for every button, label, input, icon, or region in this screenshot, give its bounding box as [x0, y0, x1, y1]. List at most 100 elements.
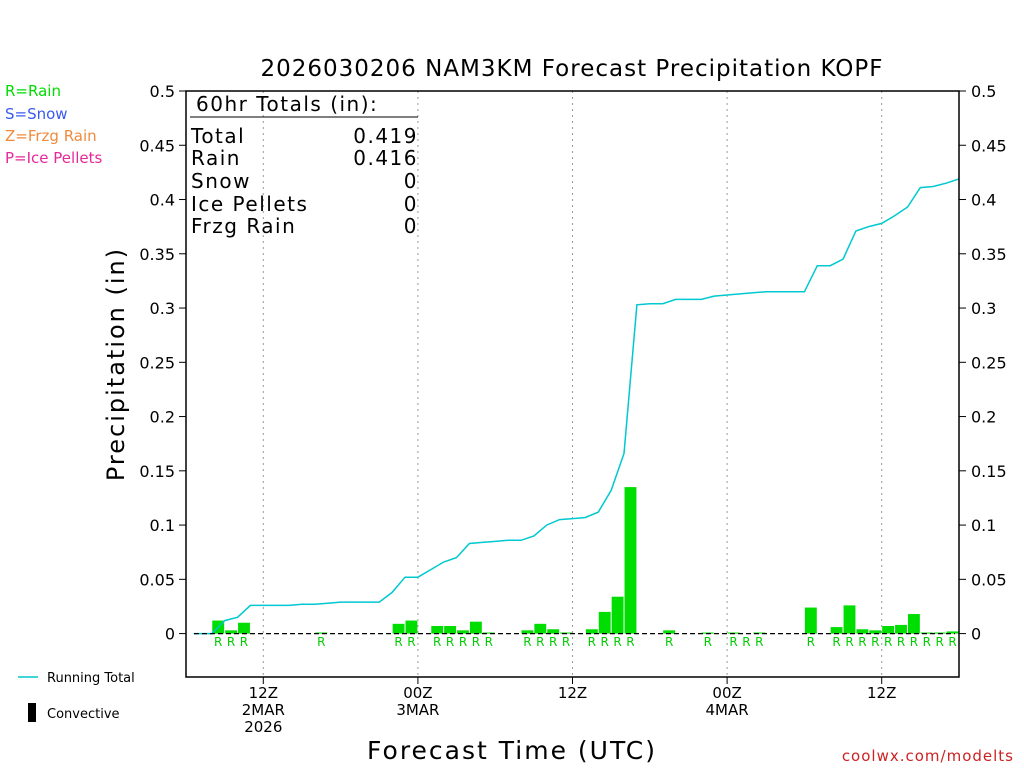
- ptype-marker: R: [910, 635, 918, 649]
- ptype-marker: R: [858, 635, 866, 649]
- precip-bar: [882, 625, 895, 634]
- ptype-marker: R: [832, 635, 840, 649]
- precip-bar: [534, 623, 547, 634]
- y-tick-label-left: 0.1: [150, 516, 175, 535]
- precip-bar: [315, 632, 328, 634]
- y-tick-label-right: 0.5: [971, 82, 996, 101]
- ptype-marker: R: [884, 635, 892, 649]
- x-tick-label: 12Z: [867, 684, 896, 702]
- y-tick-label-right: 0.45: [971, 136, 1007, 155]
- totals-label-ice-pellets: Ice Pellets: [191, 192, 308, 216]
- credit-text: coolwx.com/modelts: [842, 747, 1014, 765]
- totals-value-rain: 0.416: [353, 146, 418, 170]
- convective-legend-label: Convective: [47, 707, 120, 722]
- totals-label-total: Total: [190, 124, 245, 148]
- precip-bar: [663, 630, 676, 634]
- ptype-marker: R: [729, 635, 737, 649]
- ptype-marker: R: [613, 635, 621, 649]
- precip-bar: [469, 621, 482, 634]
- precip-bar: [907, 614, 920, 634]
- y-tick-label-right: 0.35: [971, 245, 1007, 264]
- y-tick-label-right: 0.3: [971, 299, 996, 318]
- x-tick-label: 3MAR: [396, 701, 439, 719]
- x-tick-label: 2MAR: [242, 701, 285, 719]
- precip-bar: [624, 487, 637, 634]
- totals-value-snow: 0: [404, 169, 418, 193]
- totals-value-ice-pellets: 0: [404, 192, 418, 216]
- ptype-marker: R: [626, 635, 634, 649]
- totals-value-frzg-rain: 0: [404, 214, 418, 238]
- precip-bar: [753, 632, 766, 634]
- precip-bar: [830, 627, 843, 634]
- ptype-marker: R: [240, 635, 248, 649]
- y-tick-label-right: 0.4: [971, 191, 996, 210]
- plot-frame: [185, 90, 960, 678]
- precip-bar: [856, 629, 869, 634]
- y-tick-label-right: 0.15: [971, 462, 1007, 481]
- x-tick-label: 00Z: [712, 684, 741, 702]
- precip-bar: [482, 632, 495, 634]
- ptype-marker: R: [807, 635, 815, 649]
- ptype-marker: R: [845, 635, 853, 649]
- bottom-legend: Running Total Convective: [18, 671, 135, 722]
- ptype-legend-ice-pellets: P=Ice Pellets: [5, 149, 102, 167]
- y-tick-label-left: 0.45: [139, 136, 175, 155]
- ptype-marker: R: [948, 635, 956, 649]
- totals-label-snow: Snow: [191, 169, 251, 193]
- x-tick-label: 12Z: [249, 684, 278, 702]
- y-tick-label-left: 0.4: [150, 191, 175, 210]
- ptype-marker: R: [601, 635, 609, 649]
- precip-bar: [405, 620, 418, 634]
- y-tick-label-left: 0.25: [139, 353, 175, 372]
- y-tick-label-left: 0.3: [150, 299, 175, 318]
- ptype-marker: R: [936, 635, 944, 649]
- precip-bar: [946, 631, 959, 634]
- y-tick-label-left: 0.5: [150, 82, 175, 101]
- ptype-marker: R: [459, 635, 467, 649]
- convective-legend-swatch: [28, 703, 36, 722]
- ptype-marker: R: [433, 635, 441, 649]
- totals-value-total: 0.419: [353, 124, 418, 148]
- ptype-marker: R: [897, 635, 905, 649]
- precip-bar: [598, 611, 611, 634]
- y-axis-title: Precipitation (in): [102, 247, 130, 481]
- precip-bar: [444, 625, 457, 634]
- ptype-marker: R: [742, 635, 750, 649]
- y-tick-label-left: 0.15: [139, 462, 175, 481]
- x-axis-title: Forecast Time (UTC): [367, 736, 657, 765]
- precip-bar: [225, 630, 238, 634]
- ptype-marker: R: [446, 635, 454, 649]
- precip-bar: [547, 629, 560, 634]
- y-tick-label-left: 0.05: [139, 570, 175, 589]
- ptype-marker: R: [394, 635, 402, 649]
- ptype-marker: R: [704, 635, 712, 649]
- totals-label-rain: Rain: [191, 146, 241, 170]
- y-tick-label-right: 0.25: [971, 353, 1007, 372]
- precip-bar: [611, 596, 624, 634]
- ptype-marker: R: [214, 635, 222, 649]
- precip-bar: [521, 630, 534, 634]
- ptype-marker: R: [549, 635, 557, 649]
- ptype-marker: R: [665, 635, 673, 649]
- ptype-marker: R: [523, 635, 531, 649]
- totals-title: 60hr Totals (in):: [196, 92, 378, 116]
- ptype-legend-frzg-rain: Z=Frzg Rain: [5, 127, 97, 145]
- precip-bar: [431, 625, 444, 634]
- y-tick-label-right: 0.05: [971, 570, 1007, 589]
- y-tick-label-left: 0.2: [150, 408, 175, 427]
- ptype-marker: R: [562, 635, 570, 649]
- precip-bar: [238, 622, 250, 634]
- precip-bar: [843, 605, 856, 634]
- totals-label-frzg-rain: Frzg Rain: [191, 214, 296, 238]
- ptype-marker: R: [227, 635, 235, 649]
- precip-bar: [392, 623, 405, 634]
- x-tick-label: 4MAR: [706, 701, 749, 719]
- ptype-marker: R: [755, 635, 763, 649]
- ptype-legend-rain: R=Rain: [5, 82, 61, 100]
- ptype-legend: R=Rain S=Snow Z=Frzg Rain P=Ice Pellets: [5, 82, 102, 167]
